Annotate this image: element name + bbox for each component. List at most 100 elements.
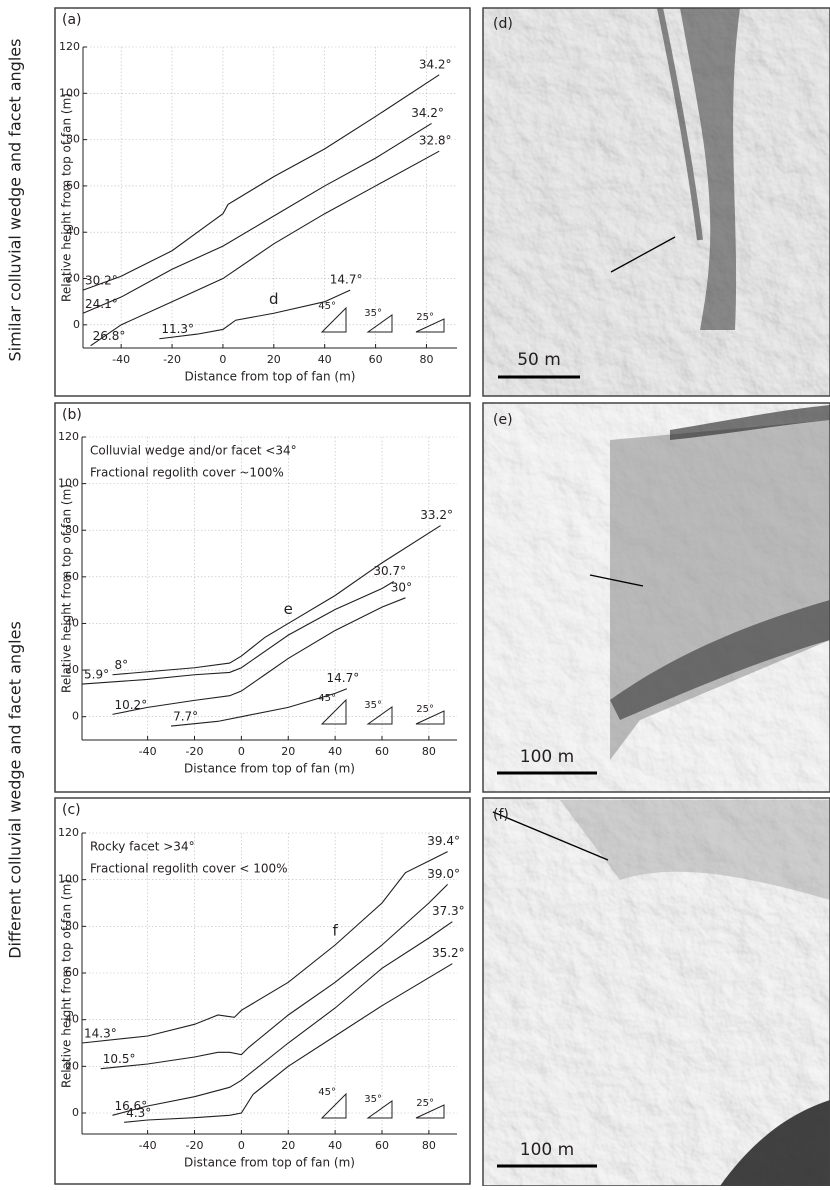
start-label: 14.3° <box>84 1027 117 1041</box>
x-tick-label: 80 <box>419 353 433 366</box>
start-label: 10.5° <box>103 1052 136 1066</box>
start-label: 16.6° <box>114 1099 147 1113</box>
panel-label: (b) <box>62 407 82 423</box>
annotation: Colluvial wedge and/or facet <34° <box>90 444 297 458</box>
x-tick-label: 40 <box>328 745 342 758</box>
y-tick-label: 60 <box>65 966 79 979</box>
x-axis-label: Distance from top of fan (m) <box>184 1156 355 1170</box>
y-tick-label: 80 <box>65 919 79 932</box>
end-label: 39.0° <box>427 867 460 881</box>
panel-label: (a) <box>62 12 82 28</box>
slope-triangle <box>320 698 347 725</box>
y-tick-label: 100 <box>59 86 80 99</box>
profile-line <box>100 883 449 1070</box>
x-tick-label: 60 <box>369 353 383 366</box>
y-axis-label: Relative height from top of fan (m) <box>60 93 74 302</box>
x-tick-label: -20 <box>186 745 204 758</box>
x-tick-label: -20 <box>186 1139 204 1152</box>
x-tick-label: 80 <box>422 745 436 758</box>
y-tick-label: 40 <box>65 1013 79 1026</box>
end-label: 35.2° <box>432 946 465 960</box>
image-label: (f) <box>493 807 509 823</box>
row-label: Similar colluvial wedge and facet angles <box>6 39 25 362</box>
start-label: 4.3° <box>126 1106 151 1120</box>
slope-label: 25° <box>416 704 434 715</box>
profile-tag: e <box>284 600 293 618</box>
slope-triangle <box>415 1104 445 1119</box>
panel-label: (c) <box>62 802 81 818</box>
end-label: 34.2° <box>411 106 444 120</box>
end-label: 33.2° <box>420 508 453 522</box>
y-tick-label: 20 <box>66 272 80 285</box>
start-label: 10.2° <box>114 698 147 712</box>
annotation: Rocky facet >34° <box>90 840 195 854</box>
x-tick-label: -40 <box>112 353 130 366</box>
y-tick-label: 100 <box>58 477 79 490</box>
slope-triangle <box>320 1092 347 1119</box>
start-label: 11.3° <box>161 322 194 336</box>
y-tick-label: 60 <box>65 570 79 583</box>
profile-line <box>124 963 453 1123</box>
profile-line <box>82 122 432 314</box>
x-tick-label: 0 <box>238 1139 245 1152</box>
y-tick-label: 80 <box>65 523 79 536</box>
y-tick-label: 120 <box>59 40 80 53</box>
x-tick-label: -40 <box>139 1139 157 1152</box>
y-tick-label: 0 <box>72 1106 79 1119</box>
slope-triangle <box>415 318 445 333</box>
y-tick-label: 20 <box>65 663 79 676</box>
y-tick-label: 120 <box>58 826 79 839</box>
y-tick-label: 100 <box>58 873 79 886</box>
y-axis-label: Relative height from top of fan (m) <box>60 879 74 1088</box>
hillshade-image: 100 m (e) <box>483 403 830 792</box>
end-label: 30° <box>391 580 412 594</box>
y-tick-label: 40 <box>66 225 80 238</box>
y-tick-label: 40 <box>65 616 79 629</box>
panel-frame <box>54 402 471 793</box>
slope-label: 35° <box>364 308 382 319</box>
profile-line <box>112 525 441 676</box>
profile-line <box>90 150 440 347</box>
x-tick-label: 20 <box>281 1139 295 1152</box>
end-label: 39.4° <box>427 834 460 848</box>
end-label: 32.8° <box>419 134 452 148</box>
profile-tag: f <box>332 922 338 940</box>
y-tick-label: 80 <box>66 133 80 146</box>
y-tick-label: 0 <box>73 318 80 331</box>
annotation: Fractional regolith cover ~100% <box>90 466 284 480</box>
profile-line <box>81 851 448 1044</box>
x-axis-label: Distance from top of fan (m) <box>185 370 356 384</box>
profile-tag: d <box>269 290 279 308</box>
slope-label: 45° <box>318 301 336 312</box>
x-tick-label: -40 <box>139 745 157 758</box>
x-tick-label: 60 <box>375 1139 389 1152</box>
start-label: 30.2° <box>85 274 118 288</box>
y-tick-label: 120 <box>58 430 79 443</box>
hillshade-image: 100 m (f) <box>483 798 830 1186</box>
slope-triangle <box>366 314 393 333</box>
y-tick-label: 0 <box>72 710 79 723</box>
slope-triangle <box>366 1100 393 1119</box>
x-axis-label: Distance from top of fan (m) <box>184 762 355 776</box>
x-tick-label: 20 <box>267 353 281 366</box>
scale-label: 100 m <box>520 1140 574 1160</box>
end-label: 37.3° <box>432 904 465 918</box>
slope-label: 35° <box>364 1094 382 1105</box>
x-tick-label: 20 <box>281 745 295 758</box>
slope-label: 35° <box>364 700 382 711</box>
x-tick-label: 40 <box>318 353 332 366</box>
panel-frame <box>54 797 471 1185</box>
start-label: 7.7° <box>173 710 198 724</box>
end-label: 14.7° <box>326 671 359 685</box>
x-tick-label: 0 <box>219 353 226 366</box>
slope-label: 45° <box>318 1087 336 1098</box>
y-axis-label: Relative height from top of fan (m) <box>60 484 74 693</box>
profile-line <box>112 597 406 715</box>
row-label: Different colluvial wedge and facet angl… <box>6 621 25 959</box>
scale-label: 50 m <box>517 350 561 370</box>
profile-line <box>112 921 453 1116</box>
profile-line <box>81 581 395 685</box>
image-label: (e) <box>493 412 513 428</box>
start-label: 24.1° <box>85 297 118 311</box>
